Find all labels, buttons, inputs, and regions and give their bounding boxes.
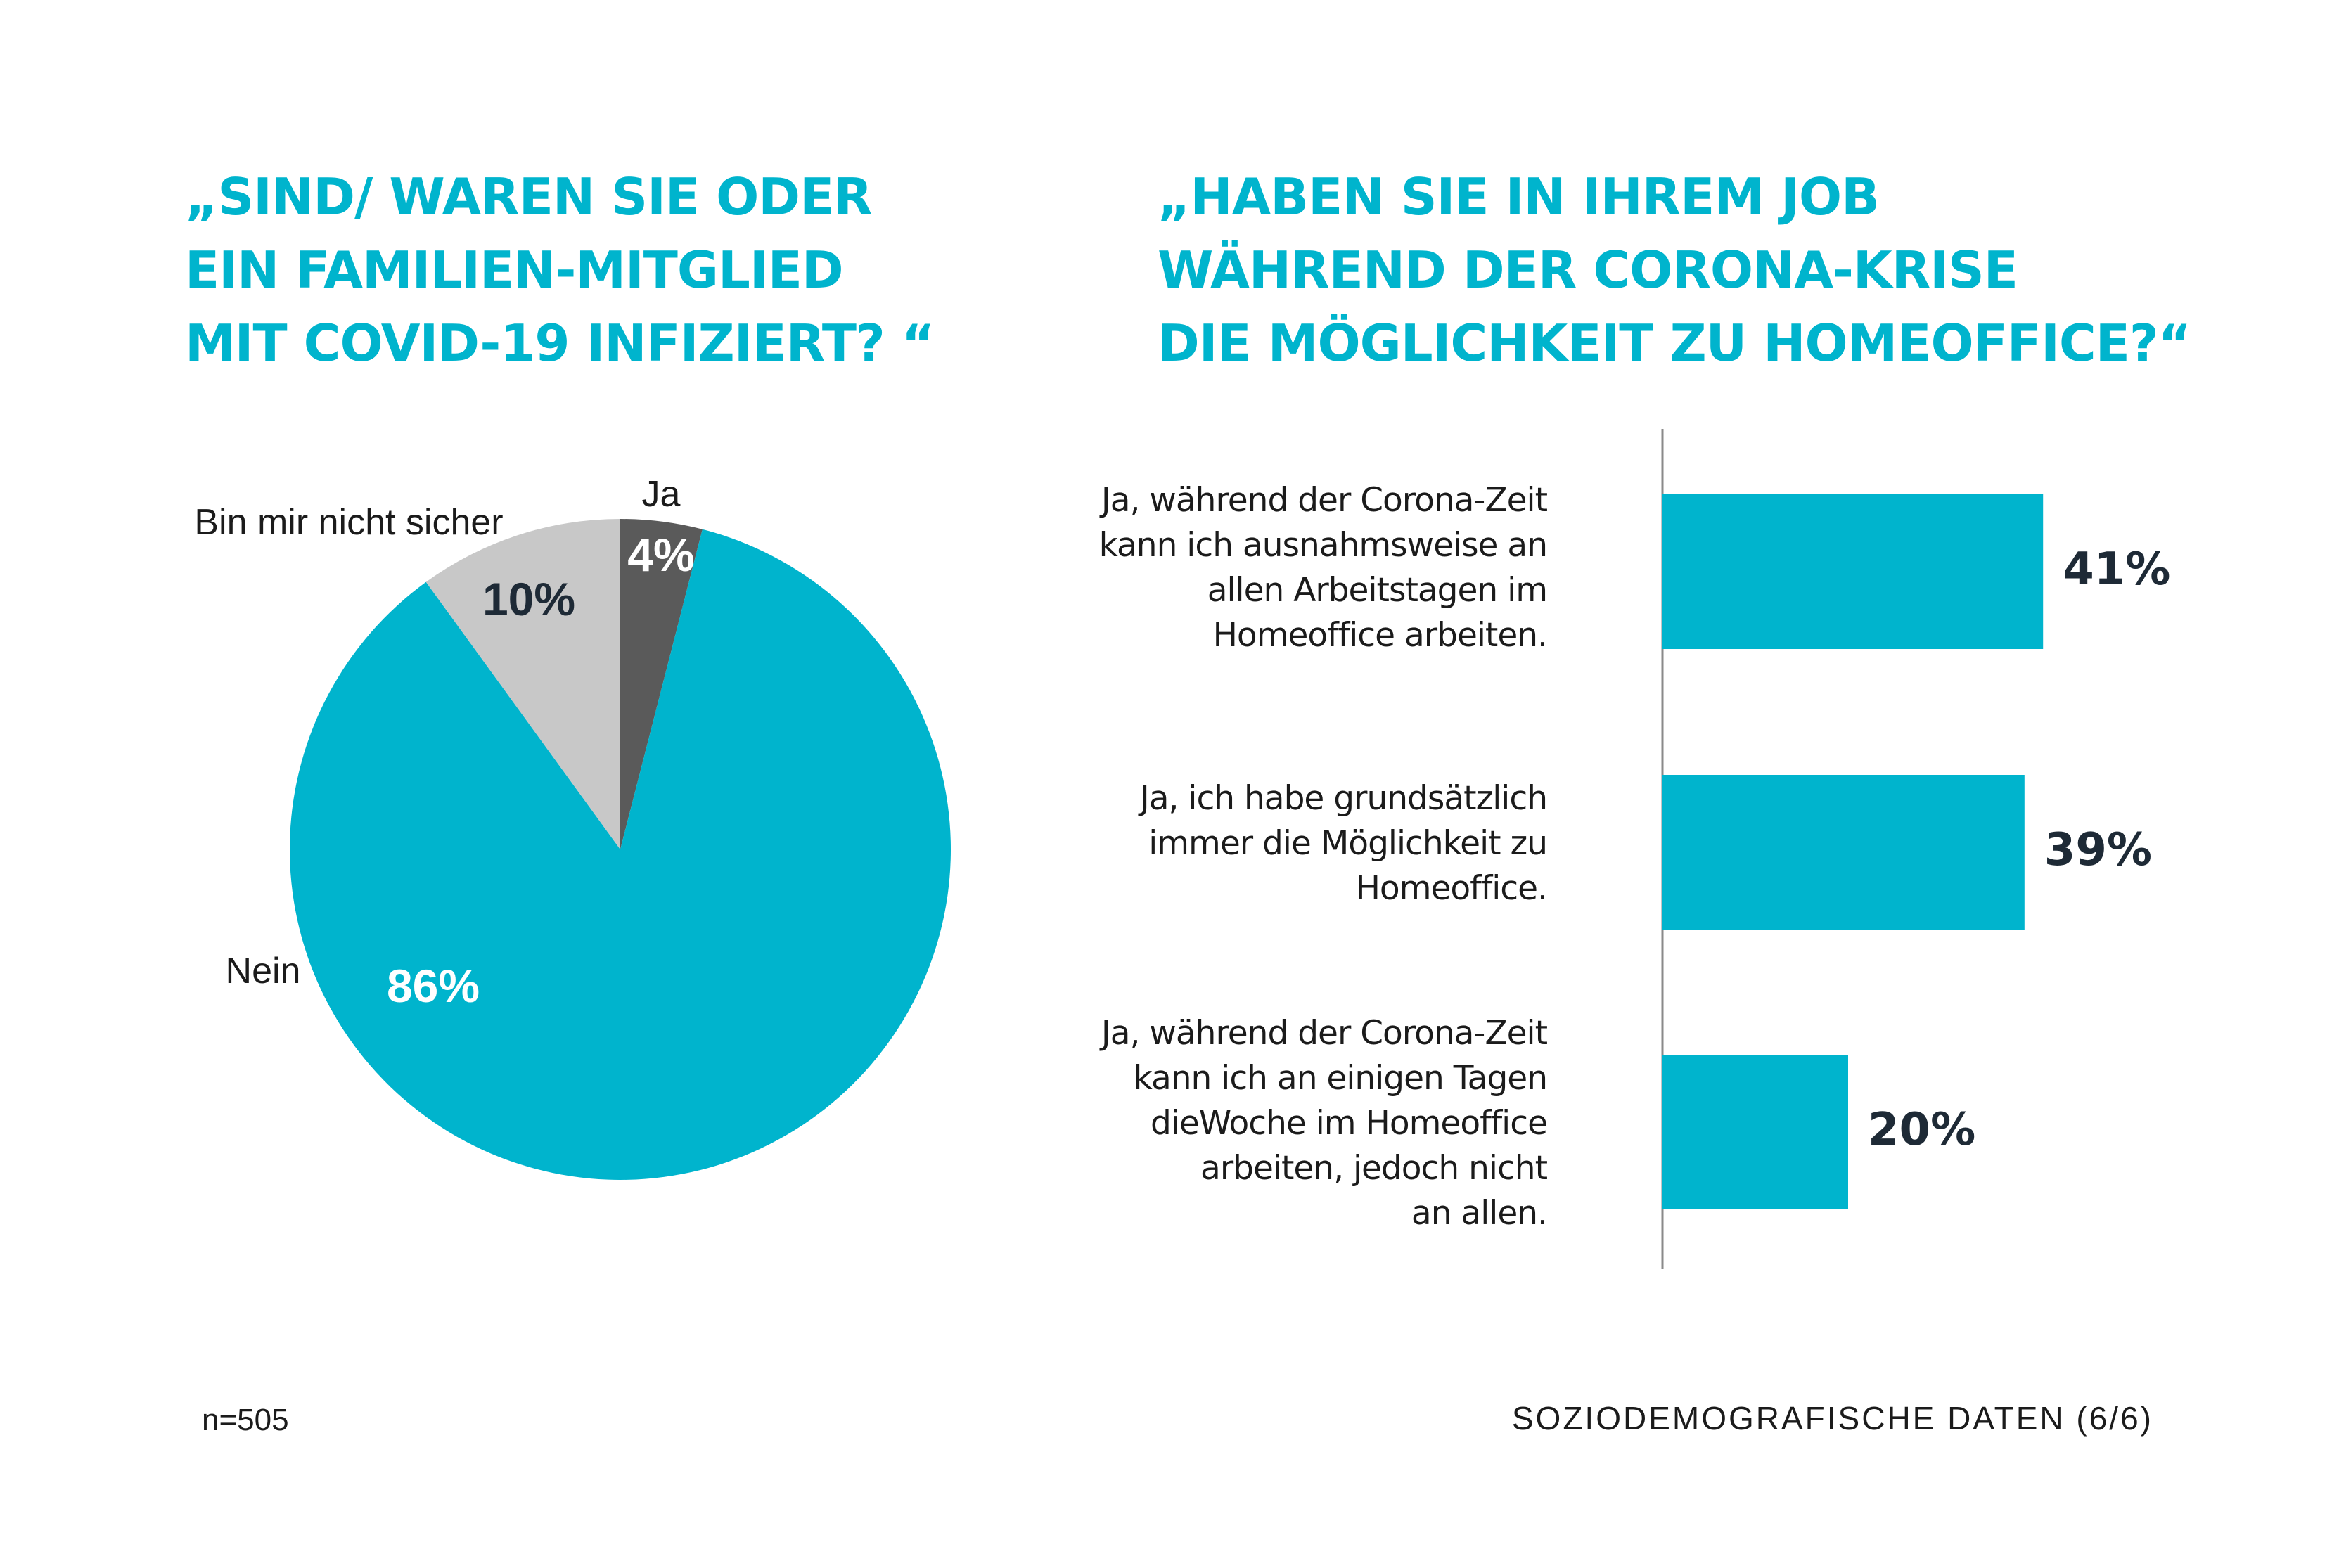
pie-value-label-ja: 4% [627,529,694,581]
bar-title-line: „HABEN SIE IN IHREM JOB [1158,167,1880,226]
pie-slice-unsure [425,519,620,849]
bar [1662,1055,1848,1209]
pie-title-line: MIT COVID-19 INFIZIERT? “ [185,314,935,373]
bar-value-label: 39% [2044,824,2152,876]
pie-value-label-nein: 86% [387,960,480,1012]
bar-chart-title: „HABEN SIE IN IHREM JOB WÄHREND DER CORO… [1158,160,2191,380]
pie-category-label-nein: Nein [226,951,301,991]
pie-title-line: „SIND/ WAREN SIE ODER [185,167,873,226]
pie-slice-nein [289,529,951,1180]
pie-chart-title: „SIND/ WAREN SIE ODER EIN FAMILIEN-MITGL… [185,160,935,380]
bar [1662,494,2044,649]
pie-slice-ja [620,519,703,849]
pie-title-line: EIN FAMILIEN-MITGLIED [185,240,844,300]
bar-title-line: WÄHREND DER CORONA-KRISE [1158,240,2018,300]
bar-category-label: Ja, ich habe grundsätzlich immer die Mög… [1139,779,1548,908]
pie-value-label-unsure: 10% [482,573,575,625]
section-label: SOZIODEMOGRAFISCHE DATEN (6/6) [1511,1400,2153,1437]
bar-category-label: Ja, während der Corona-Zeit kann ich an … [1101,1014,1548,1233]
bar [1662,775,2025,930]
pie-category-label-ja: Ja [642,474,681,515]
bar-value-label: 41% [2063,544,2171,596]
bar-category-label: Ja, während der Corona-Zeit kann ich aus… [1098,481,1548,655]
pie-chart: Ja Bin mir nicht sicher Nein 4% 10% 86% [194,474,951,1180]
pie-category-label-unsure: Bin mir nicht sicher [194,502,503,543]
bar-value-label: 20% [1868,1104,1976,1156]
bar-title-line: DIE MÖGLICHKEIT ZU HOMEOFFICE?“ [1158,314,2191,373]
sample-size-footnote: n=505 [202,1403,289,1437]
bar-chart: Ja, während der Corona-Zeit kann ich aus… [1099,422,2250,1280]
bar-chart-plot [1661,429,2044,1269]
